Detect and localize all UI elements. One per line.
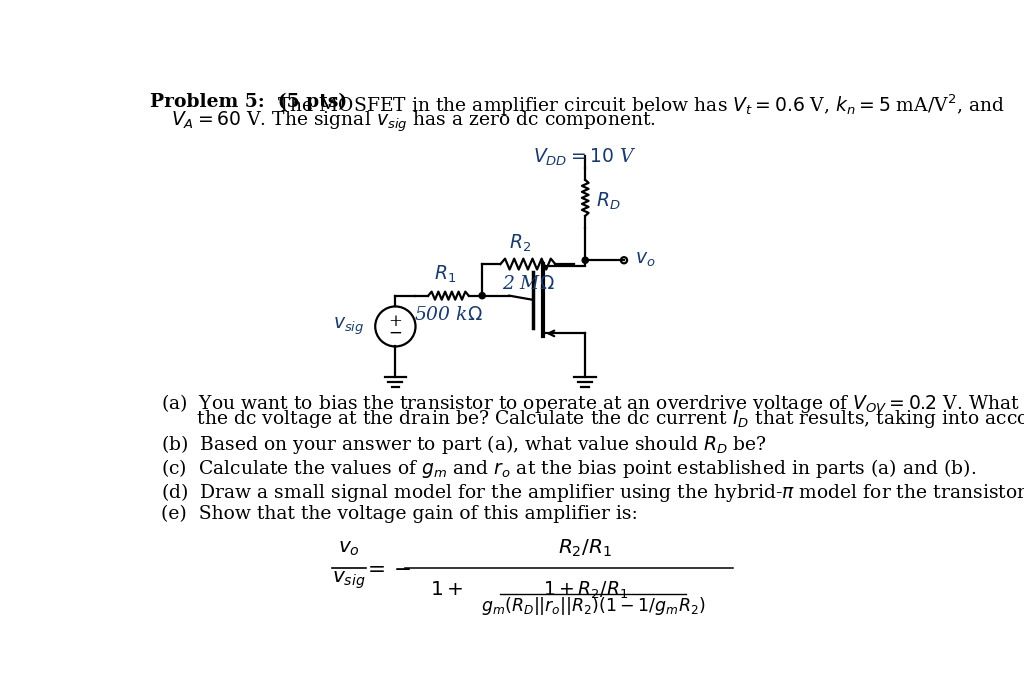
Text: The MOSFET in the amplifier circuit below has $V_t = 0.6$ V, $k_n = 5$ mA/V$^2$,: The MOSFET in the amplifier circuit belo…	[276, 92, 1005, 118]
Text: (d)  Draw a small signal model for the amplifier using the hybrid-$\pi$ model fo: (d) Draw a small signal model for the am…	[161, 481, 1024, 505]
Text: $v_{sig}$: $v_{sig}$	[332, 570, 366, 592]
Text: 500 k$\Omega$: 500 k$\Omega$	[414, 307, 483, 324]
Text: $= -$: $= -$	[364, 557, 412, 579]
Text: $g_m(R_D||r_o||R_2)(1-1/g_m R_2)$: $g_m(R_D||r_o||R_2)(1-1/g_m R_2)$	[480, 595, 706, 617]
Text: (a)  You want to bias the transistor to operate at an overdrive voltage of $V_{O: (a) You want to bias the transistor to o…	[161, 392, 1024, 415]
Text: (e)  Show that the voltage gain of this amplifier is:: (e) Show that the voltage gain of this a…	[161, 505, 637, 524]
Text: $-$: $-$	[388, 324, 402, 341]
Text: 2 M$\Omega$: 2 M$\Omega$	[502, 275, 554, 293]
Text: $R_2$: $R_2$	[509, 233, 531, 254]
Text: $1 +$: $1 +$	[430, 579, 464, 598]
Circle shape	[583, 257, 589, 263]
Text: $v_o$: $v_o$	[635, 251, 655, 269]
Circle shape	[479, 292, 485, 299]
Text: $V_A = 60$ V. The signal $v_{sig}$ has a zero dc component.: $V_A = 60$ V. The signal $v_{sig}$ has a…	[171, 109, 655, 134]
Text: $v_{sig}$: $v_{sig}$	[333, 316, 365, 337]
Text: (c)  Calculate the values of $g_m$ and $r_o$ at the bias point established in pa: (c) Calculate the values of $g_m$ and $r…	[161, 458, 976, 480]
Text: $V_{DD} = 10$ V: $V_{DD} = 10$ V	[534, 147, 637, 169]
Text: Problem 5:  (5 pts): Problem 5: (5 pts)	[150, 92, 347, 111]
Text: $1+R_2/R_1$: $1+R_2/R_1$	[543, 580, 628, 601]
Text: (b)  Based on your answer to part (a), what value should $R_D$ be?: (b) Based on your answer to part (a), wh…	[161, 433, 767, 456]
Text: $R_1$: $R_1$	[433, 264, 456, 285]
Text: $v_o$: $v_o$	[338, 539, 359, 558]
Text: the dc voltage at the drain be? Calculate the dc current $I_D$ that results, tak: the dc voltage at the drain be? Calculat…	[161, 408, 1024, 430]
Text: $R_2/R_1$: $R_2/R_1$	[558, 538, 612, 559]
Text: $R_D$: $R_D$	[596, 191, 621, 212]
Text: +: +	[388, 313, 402, 330]
